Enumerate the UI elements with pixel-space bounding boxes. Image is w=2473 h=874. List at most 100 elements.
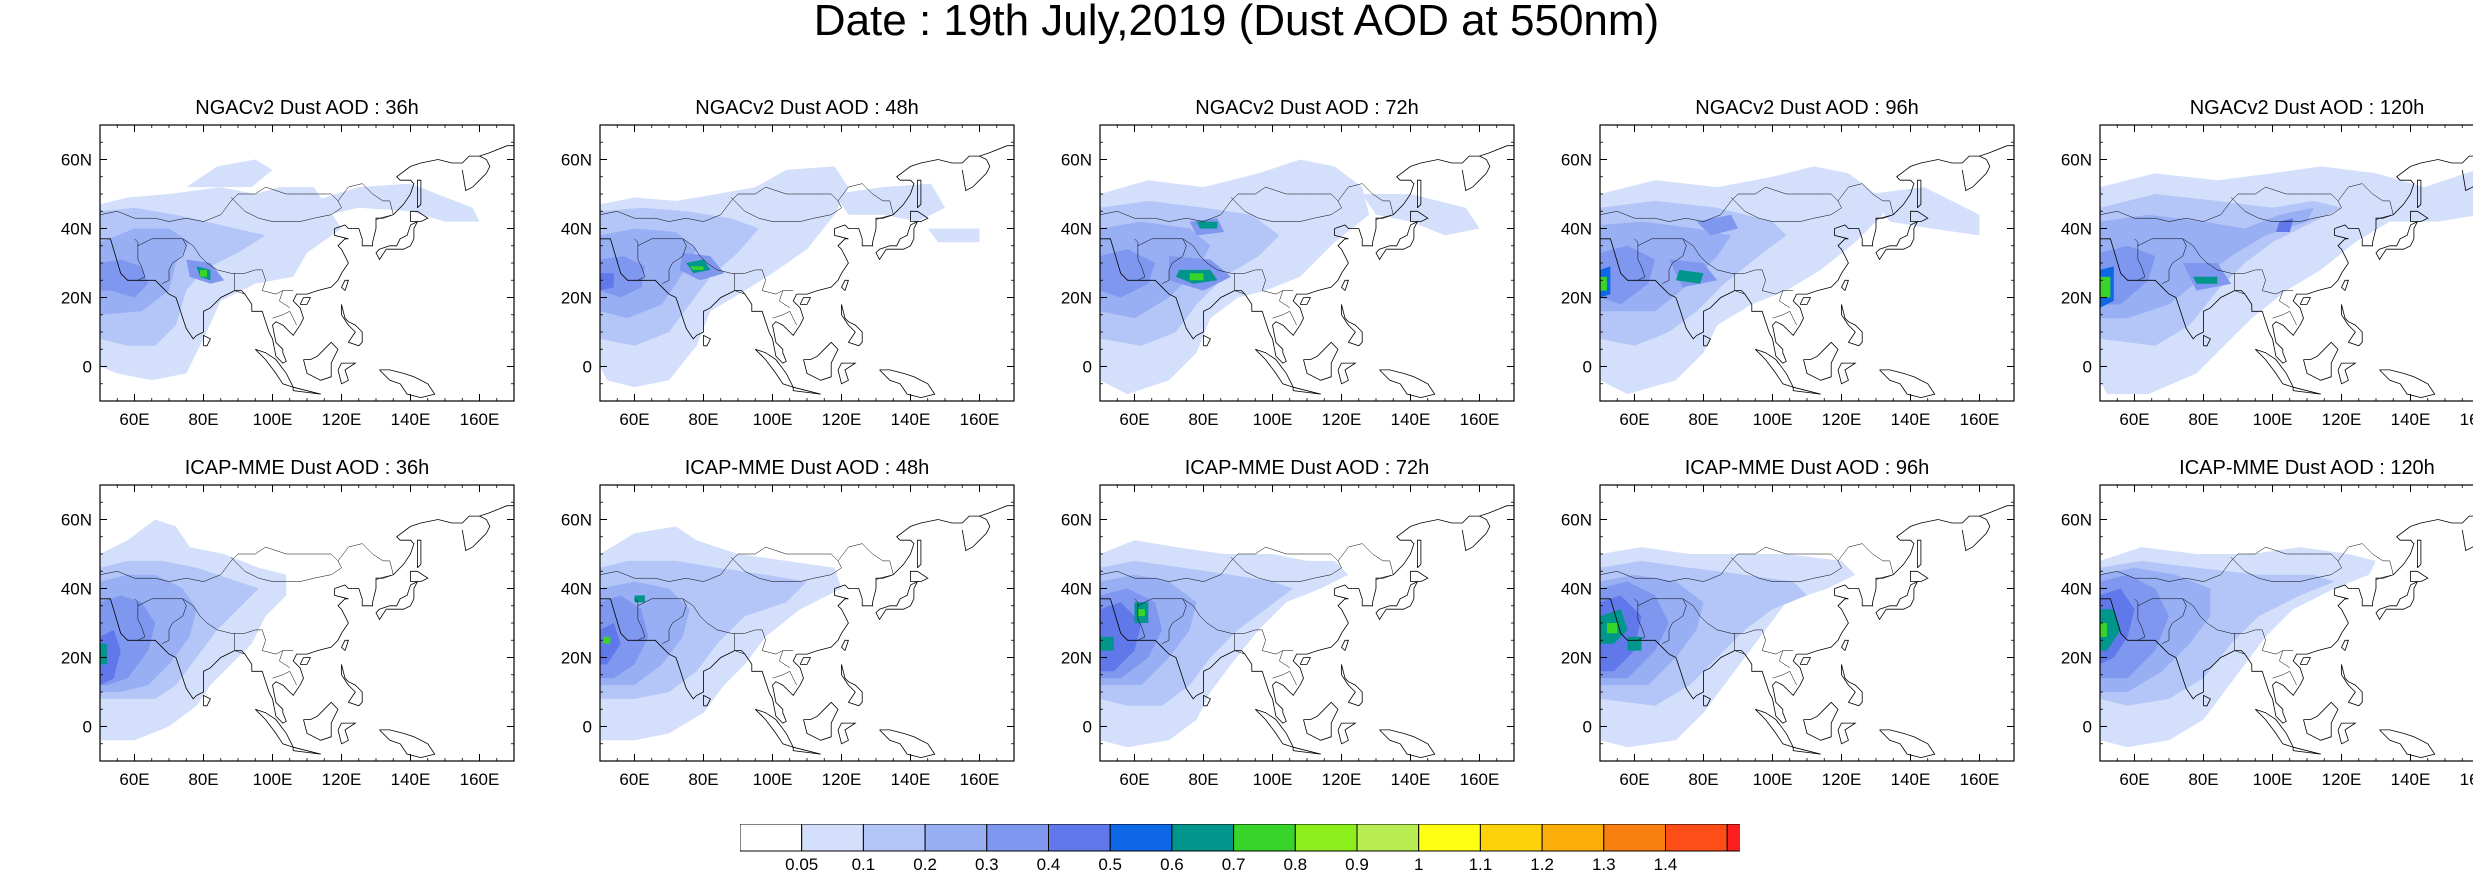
lat-tick-label: 20N [1061, 649, 1092, 668]
coastline [837, 362, 857, 385]
coastline [1755, 348, 1794, 388]
lat-tick-label: 20N [61, 289, 92, 308]
colorbar-bin [801, 824, 864, 852]
coastline [1755, 708, 1794, 748]
country-border [1734, 273, 1745, 295]
dust-aod-field [1137, 609, 1145, 617]
lat-tick-label: 40N [2061, 220, 2092, 239]
lon-tick-label: 100E [1253, 770, 1293, 789]
coastline [292, 386, 321, 395]
coastline [1879, 729, 1936, 759]
country-border [134, 238, 146, 281]
colorbar-bin [1541, 824, 1605, 852]
lon-tick-label: 80E [2188, 410, 2218, 429]
coastline [341, 639, 349, 651]
colorbar-bin [1479, 824, 1543, 852]
map-plot: 60E 80E 100E 120E 140E 160E 0 20N 40N 60N [1561, 124, 2015, 429]
lat-tick-label: 60N [1061, 151, 1092, 170]
lon-tick-label: 120E [2322, 410, 2362, 429]
country-border [779, 650, 790, 669]
panel-title: ICAP-MME Dust AOD : 72h [1185, 457, 1430, 479]
lon-tick-label: 60E [619, 410, 649, 429]
map-panel-ngacv2-48h: NGACv2 Dust AOD : 48h 60E 80E 100E 120E 140E 1… [550, 95, 1020, 450]
coastline [2337, 362, 2357, 385]
lat-tick-label: 40N [561, 580, 592, 599]
lon-tick-label: 140E [891, 770, 931, 789]
lon-tick-label: 140E [2391, 770, 2431, 789]
coastline [2100, 155, 2473, 364]
map-panel-svg: NGACv2 Dust AOD : 48h 60E 80E 100E 120E 140E 1… [561, 97, 1015, 429]
map-panel-icap-mme-48h: ICAP-MME Dust AOD : 48h 60E 80E 100E 120E 140… [550, 455, 1020, 810]
coastline [841, 664, 863, 707]
country-border [682, 238, 794, 295]
country-border [1182, 598, 1294, 655]
country-border [2272, 310, 2297, 326]
dust-aod-field [634, 595, 645, 603]
coastline [410, 570, 429, 582]
coastline [299, 657, 312, 665]
country-border [337, 543, 394, 581]
colorbar-label: 0.4 [1037, 855, 1061, 874]
dust-aod-field [100, 643, 107, 665]
country-border [203, 546, 342, 582]
colorbar-label: 1 [1414, 855, 1423, 874]
coastline [1303, 701, 1339, 741]
lon-tick-label: 60E [2119, 410, 2149, 429]
coastline [803, 341, 839, 381]
dust-aod-field [603, 636, 611, 644]
map-panel-svg: ICAP-MME Dust AOD : 96h 60E 80E 100E 120E 140… [1561, 457, 2015, 789]
coastline [1292, 386, 1321, 395]
lon-tick-label: 120E [1822, 410, 1862, 429]
coastline [292, 746, 321, 755]
lat-tick-label: 0 [583, 358, 592, 377]
country-border [1734, 633, 1745, 655]
dust-aod-field [1100, 249, 1156, 298]
colorbar-label: 1.3 [1592, 855, 1616, 874]
lon-tick-label: 120E [322, 410, 362, 429]
coastline [1961, 155, 1991, 192]
map-panel-icap-mme-96h: ICAP-MME Dust AOD : 96h 60E 80E 100E 120E 140… [1550, 455, 2020, 810]
lat-tick-label: 60N [2061, 151, 2092, 170]
country-border [734, 273, 745, 295]
country-border [1772, 310, 1797, 326]
map-plot: 60E 80E 100E 120E 140E 160E 0 20N 40N 60N [2061, 124, 2473, 429]
coastline [1255, 708, 1294, 748]
lat-tick-label: 60N [1561, 511, 1592, 530]
country-border [1634, 598, 1646, 641]
lon-tick-label: 140E [1391, 770, 1431, 789]
country-border [1100, 211, 1204, 222]
map-plot: 60E 80E 100E 120E 140E 160E 0 20N 40N 60N [561, 124, 1015, 429]
coastline [2379, 369, 2436, 399]
lat-tick-label: 20N [2061, 289, 2092, 308]
dust-aod-field [2182, 263, 2232, 291]
lon-tick-label: 120E [1822, 770, 1862, 789]
country-border [137, 598, 187, 644]
country-border [779, 290, 790, 309]
lon-tick-label: 100E [753, 770, 793, 789]
lat-tick-label: 60N [61, 151, 92, 170]
lon-tick-label: 160E [1460, 770, 1500, 789]
coastline [375, 580, 419, 621]
lon-tick-label: 120E [2322, 770, 2362, 789]
country-border [2182, 598, 2294, 655]
coastline [1837, 362, 1857, 385]
colorbar-label: 0.2 [913, 855, 937, 874]
coastline [2416, 179, 2422, 209]
coastline [2303, 701, 2339, 741]
lon-tick-label: 120E [822, 770, 862, 789]
coastline [1703, 334, 1711, 347]
coastline [303, 341, 339, 381]
country-border [234, 273, 245, 295]
country-border [1703, 546, 1842, 582]
coastline [961, 515, 991, 552]
colorbar-label: 0.9 [1345, 855, 1369, 874]
country-border [1134, 238, 1146, 281]
lat-tick-label: 40N [1061, 580, 1092, 599]
colorbar-bin [986, 824, 1050, 852]
dust-aod-field [1627, 636, 1642, 651]
coastline [1837, 722, 1857, 745]
panel-title: NGACv2 Dust AOD : 36h [195, 97, 418, 119]
dust-aod-field [1100, 636, 1114, 651]
coastline [2203, 334, 2211, 347]
colorbar-label: 0.6 [1160, 855, 1184, 874]
